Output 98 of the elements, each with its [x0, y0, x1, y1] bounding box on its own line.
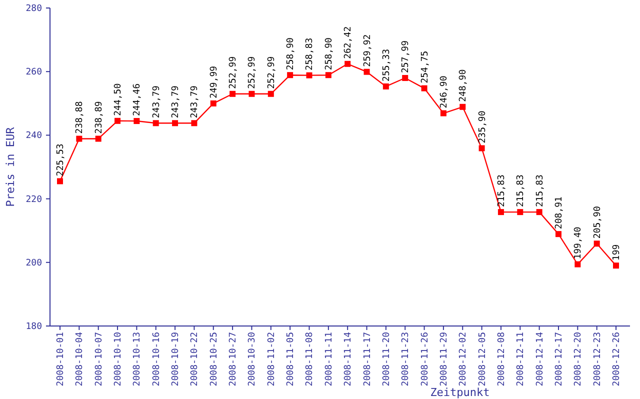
data-label: 208,91 [554, 196, 564, 230]
data-label: 199 [612, 244, 622, 261]
data-label: 255,33 [382, 48, 392, 82]
data-label: 243,79 [171, 86, 182, 118]
x-tick-label: 2008-11-05 [286, 332, 296, 386]
data-label: 235,90 [478, 110, 488, 144]
point [440, 110, 446, 116]
x-tick-label: 2008-10-30 [248, 332, 258, 386]
x-tick-label: 2008-11-14 [344, 332, 354, 386]
data-label: 243,79 [190, 86, 200, 118]
x-tick-label: 2008-10-04 [75, 332, 86, 386]
data-label: 215,83 [496, 174, 507, 208]
point [594, 240, 600, 247]
point [114, 118, 121, 124]
point [382, 83, 389, 90]
point [248, 90, 255, 97]
data-label: 238,89 [94, 101, 104, 134]
point [344, 60, 351, 67]
x-tick-label: 2008-12-11 [516, 332, 526, 386]
point [287, 72, 294, 78]
data-label: 238,88 [75, 101, 86, 134]
x-tick-label: 2008-12-05 [478, 332, 488, 386]
y-tick-label: 260 [26, 68, 42, 78]
data-label: 215,83 [535, 174, 546, 208]
data-label: 244,50 [114, 83, 124, 116]
point [536, 209, 542, 216]
x-tick-label: 2008-12-17 [554, 332, 564, 386]
data-label: 252,99 [248, 56, 258, 89]
x-tick-label: 2008-12-08 [496, 332, 507, 386]
data-label: 225,53 [56, 144, 66, 176]
point [478, 145, 485, 152]
point [460, 104, 466, 110]
x-axis-title: Zeitpunkt [430, 386, 490, 399]
x-tick-label: 2008-10-22 [190, 332, 200, 386]
data-label: 248,90 [458, 69, 469, 102]
point [325, 72, 332, 78]
point [152, 120, 159, 126]
point [57, 178, 63, 184]
x-tick-label: 2008-11-23 [401, 332, 412, 386]
x-tick-label: 2008-10-27 [228, 332, 239, 386]
data-label: 243,79 [152, 86, 162, 118]
x-tick-label: 2008-10-16 [152, 332, 162, 386]
point [230, 90, 236, 97]
y-tick-label: 180 [26, 322, 42, 332]
point [364, 68, 370, 75]
point [613, 262, 619, 269]
data-label: 205,90 [592, 206, 603, 239]
point [268, 90, 274, 97]
x-tick-label: 2008-11-26 [420, 332, 430, 386]
x-tick-label: 2008-11-20 [382, 332, 392, 386]
data-label: 258,83 [305, 38, 316, 70]
x-tick-label: 2008-10-19 [171, 332, 182, 386]
x-tick-label: 2008-12-26 [612, 332, 622, 386]
data-label: 254,75 [420, 50, 430, 84]
point [421, 85, 428, 92]
y-tick-label: 280 [26, 4, 42, 14]
y-tick-label: 200 [26, 258, 42, 268]
point [191, 120, 198, 126]
x-tick-label: 2008-10-10 [114, 332, 124, 386]
data-label: 258,90 [324, 38, 334, 70]
x-tick-label: 2008-11-02 [266, 332, 277, 386]
point [210, 100, 216, 106]
point [555, 231, 562, 238]
data-label: 199,40 [574, 226, 584, 260]
x-tick-label: 2008-12-14 [535, 332, 546, 386]
data-label: 244,46 [132, 84, 143, 116]
x-tick-label: 2008-11-17 [362, 332, 373, 386]
data-label: 252,99 [266, 56, 277, 89]
data-label: 259,92 [362, 34, 373, 67]
point [498, 209, 504, 216]
x-tick-label: 2008-12-02 [458, 332, 469, 386]
x-tick-label: 2008-10-07 [94, 332, 104, 386]
point [402, 74, 408, 81]
x-tick-label: 2008-12-20 [574, 332, 584, 386]
x-tick-label: 2008-10-01 [56, 332, 66, 386]
data-label: 257,99 [401, 40, 412, 73]
point [306, 72, 312, 78]
x-tick-label: 2008-12-23 [592, 332, 603, 386]
y-tick-label: 220 [26, 194, 42, 205]
point [95, 136, 102, 142]
x-tick-label: 2008-10-13 [132, 332, 143, 386]
x-tick-label: 2008-10-25 [209, 332, 220, 386]
data-label: 246,90 [439, 76, 450, 108]
data-label: 262,42 [344, 26, 354, 59]
data-label: 252,99 [228, 56, 239, 89]
data-label: 215,83 [516, 174, 526, 208]
x-tick-label: 2008-11-29 [439, 332, 450, 386]
point [134, 118, 140, 124]
data-label: 258,90 [286, 38, 296, 70]
point [172, 120, 178, 126]
y-tick-label: 240 [26, 131, 42, 142]
x-tick-label: 2008-11-08 [305, 332, 316, 386]
point [574, 261, 581, 268]
point [76, 136, 82, 142]
x-tick-label: 2008-11-11 [324, 332, 334, 386]
data-label: 249,99 [209, 66, 220, 98]
point [517, 209, 524, 216]
y-axis-title: Preis in EUR [4, 126, 17, 207]
